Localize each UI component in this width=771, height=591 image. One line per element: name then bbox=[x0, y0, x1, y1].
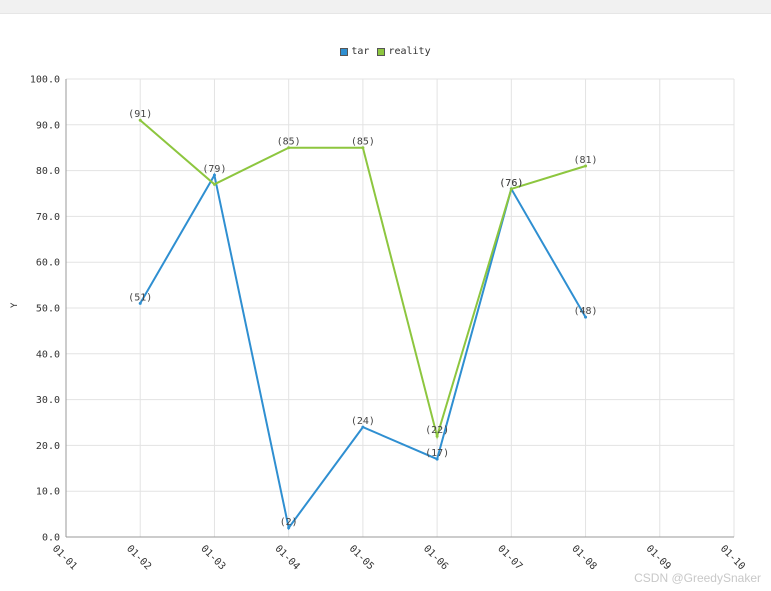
data-label-reality: (85) bbox=[351, 137, 375, 148]
x-tick-label: 01-03 bbox=[198, 543, 227, 572]
x-tick-label: 01-06 bbox=[421, 543, 450, 572]
data-point-reality bbox=[287, 146, 291, 150]
data-label-reality: (81) bbox=[574, 155, 598, 166]
data-point-reality bbox=[584, 164, 588, 168]
legend-swatch-tar bbox=[340, 47, 349, 56]
data-point-tar bbox=[584, 315, 588, 319]
y-tick-label: 40.0 bbox=[36, 349, 60, 360]
x-tick-label: 01-07 bbox=[495, 543, 524, 572]
data-label-tar: (51) bbox=[128, 292, 152, 303]
y-tick-label: 70.0 bbox=[36, 212, 60, 223]
x-tick-label: 01-08 bbox=[569, 543, 598, 572]
data-point-tar bbox=[361, 425, 365, 429]
data-label-tar: (48) bbox=[574, 306, 598, 317]
x-tick-label: 01-04 bbox=[273, 543, 302, 572]
data-point-reality bbox=[509, 187, 513, 191]
data-label-tar: (79) bbox=[202, 164, 226, 175]
x-tick-label: 01-05 bbox=[347, 543, 376, 572]
legend-label-tar: tar bbox=[351, 46, 370, 57]
data-point-tar bbox=[287, 526, 291, 530]
y-tick-label: 60.0 bbox=[36, 258, 60, 269]
data-point-reality bbox=[361, 146, 365, 150]
y-tick-label: 80.0 bbox=[36, 166, 60, 177]
data-label-reality: (76) bbox=[499, 178, 523, 189]
y-tick-label: 100.0 bbox=[30, 75, 60, 86]
legend-item-tar[interactable]: tar bbox=[340, 46, 369, 57]
y-tick-label: 30.0 bbox=[36, 395, 60, 406]
data-label-tar: (2) bbox=[280, 517, 298, 528]
x-tick-label: 01-02 bbox=[124, 543, 153, 572]
data-point-tar bbox=[138, 301, 142, 305]
data-point-reality bbox=[435, 434, 439, 438]
data-label-reality: (85) bbox=[277, 137, 301, 148]
y-tick-label: 50.0 bbox=[36, 304, 60, 315]
y-tick-label: 0.0 bbox=[42, 533, 60, 544]
data-point-reality bbox=[212, 182, 216, 186]
legend-swatch-reality bbox=[377, 47, 386, 56]
x-tick-label: 01-09 bbox=[644, 543, 673, 572]
data-label-tar: (76) bbox=[499, 178, 523, 189]
data-point-reality bbox=[138, 118, 142, 122]
y-tick-label: 90.0 bbox=[36, 120, 60, 131]
x-tick-label: 01-10 bbox=[718, 543, 747, 572]
data-point-tar bbox=[435, 457, 439, 461]
top-bar bbox=[0, 0, 771, 14]
x-tick-label: 01-01 bbox=[50, 543, 79, 572]
data-label-reality: (91) bbox=[128, 109, 152, 120]
y-tick-label: 20.0 bbox=[36, 441, 60, 452]
data-label-tar: (17) bbox=[425, 448, 449, 459]
y-tick-label: 10.0 bbox=[36, 487, 60, 498]
legend-item-reality[interactable]: reality bbox=[377, 46, 431, 57]
data-label-tar: (24) bbox=[351, 416, 375, 427]
legend-label-reality: reality bbox=[388, 46, 431, 57]
data-point-tar bbox=[212, 173, 216, 177]
data-label-reality: (22) bbox=[425, 425, 449, 436]
legend: tar reality bbox=[0, 46, 771, 57]
watermark: CSDN @GreedySnaker bbox=[634, 571, 761, 585]
